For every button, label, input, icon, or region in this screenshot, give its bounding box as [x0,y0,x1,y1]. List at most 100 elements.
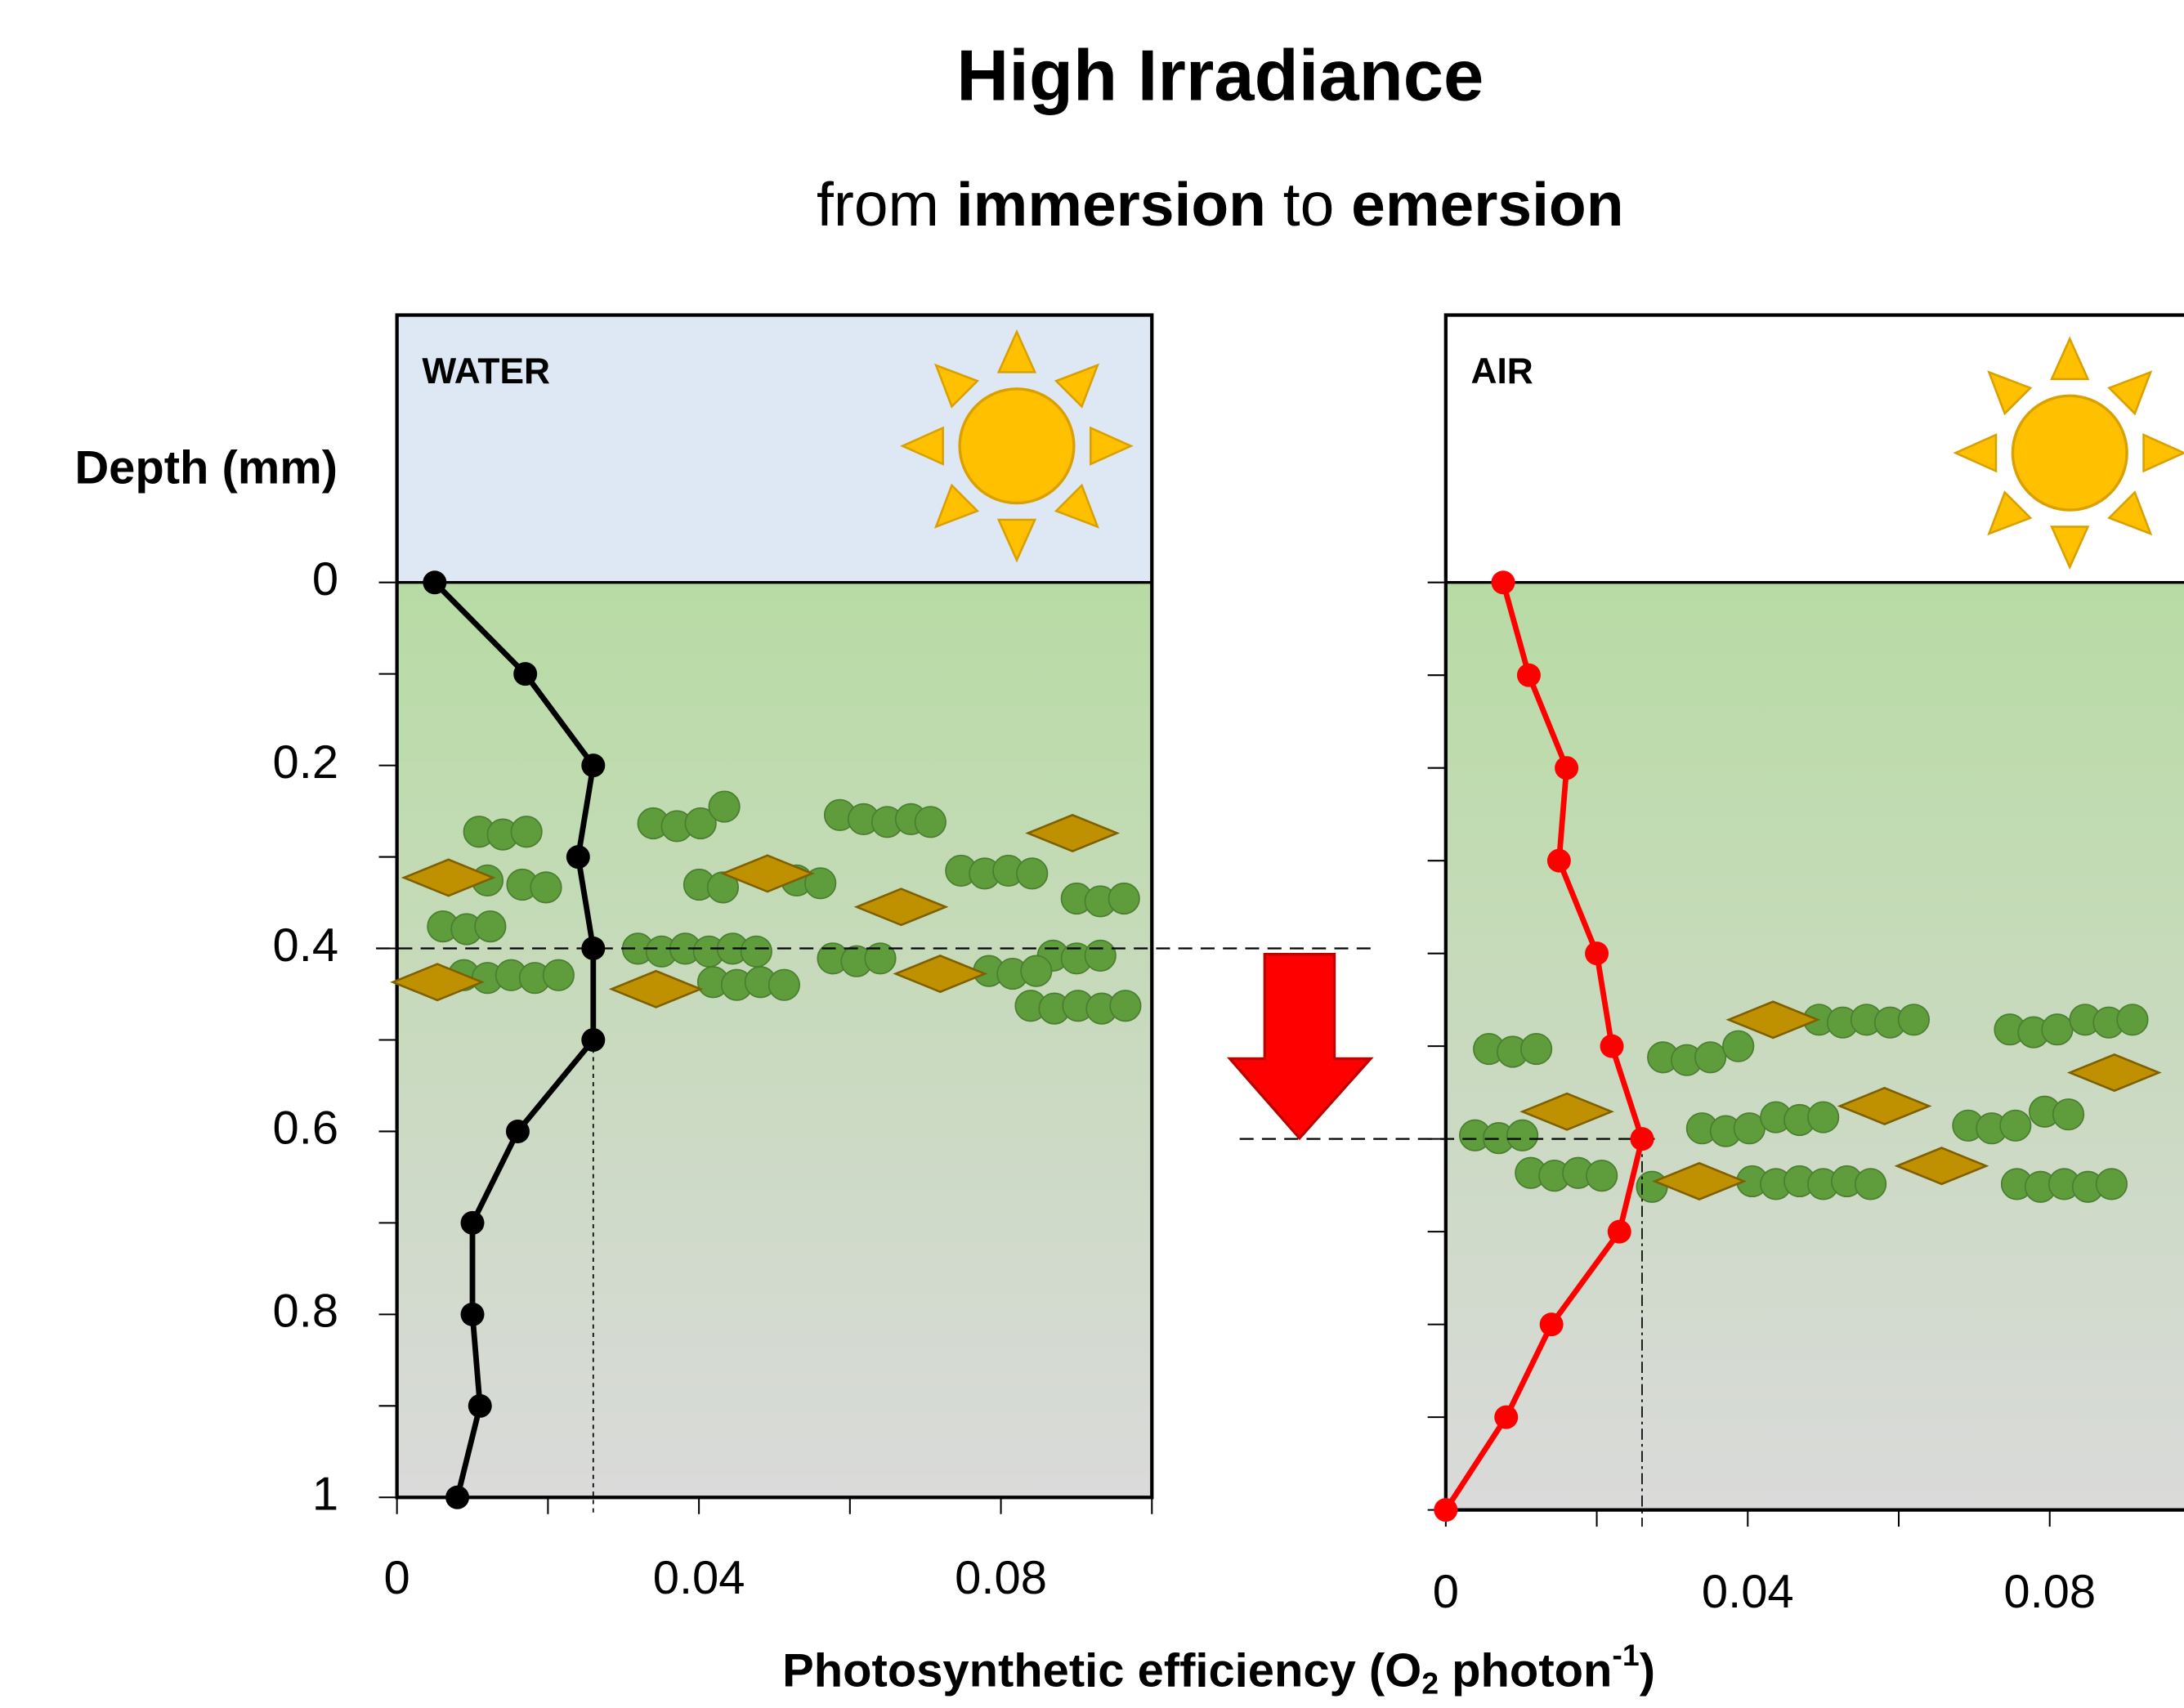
cell [708,790,741,823]
sediment [1445,582,2184,1510]
cell [542,959,575,991]
x-tick-label: 0.08 [2003,1566,2096,1618]
sun-disc [2011,394,2128,512]
cell [1897,1004,1931,1036]
y-tick-label: 0.4 [273,919,339,972]
cell [864,942,897,975]
diatom [893,955,988,994]
cell [1636,1170,1668,1203]
y-tick-label: 0.6 [273,1102,339,1155]
x-label-part: ) [1640,1645,1655,1697]
diatom [1837,1086,1932,1125]
profile-point [1546,848,1571,873]
cell [1084,939,1117,972]
sun-ray [1054,483,1099,529]
sun-ray [1987,370,2033,416]
sun-ray [1987,490,2033,536]
x-tick-label: 0.04 [1702,1566,1794,1618]
cell [1999,1109,2032,1142]
cell [1807,1101,1840,1133]
down-arrow [1226,952,1374,1141]
sun-ray [900,426,944,466]
sun-ray [933,483,980,529]
sun-ray [1953,433,1998,473]
cell [1694,1041,1727,1074]
profile-point [1434,1498,1458,1522]
cell [740,935,772,968]
cell [706,871,740,904]
profile-point [581,937,606,961]
x-tick-label: 0 [384,1552,410,1604]
diatom [608,969,704,1008]
cell [510,816,543,848]
cell [2095,1168,2128,1201]
title: High Irradiance [956,35,1484,116]
sun-ray [933,363,980,409]
subtitle-part: to [1266,170,1351,239]
cell [1109,990,1142,1022]
subtitle: from immersion to emersion [817,170,1623,239]
x-tick-label: 0.08 [955,1552,1047,1604]
panel-label: AIR [1471,351,1533,391]
sun-ray [1054,363,1099,409]
cell [914,806,947,838]
diatom [1519,1092,1615,1131]
sun-ray [2142,433,2184,473]
cell [530,871,562,904]
x-tick-label: 0.04 [653,1552,745,1604]
panel-label: WATER [422,351,550,391]
cell [1506,1119,1539,1151]
profile-point [513,662,538,686]
profile-point [460,1210,485,1235]
subtitle-part: from [817,170,956,239]
cell [1020,955,1053,987]
diatom [1025,813,1121,852]
profile-point [445,1485,470,1509]
cell [1108,882,1140,915]
profile-point [505,1119,530,1143]
profile-point [423,570,447,595]
x-axis-label: Photosynthetic efficiency (O2 photon-1) [782,1638,1655,1700]
profile-point [581,1028,606,1052]
sun-icon [1953,336,2184,570]
profile-point [1491,570,1515,595]
sun-icon [900,329,1134,563]
diatom [1725,1000,1821,1040]
cell [1722,1030,1755,1062]
cell [684,807,717,840]
x-label-part: 2 [1421,1666,1439,1700]
y-axis-label: Depth (mm) [74,442,338,494]
diatom [720,854,815,893]
y-tick-label: 0 [312,553,338,606]
panel: AIR 0 0.04 0.08 [1239,313,2184,1618]
sun-ray [2050,525,2090,570]
y-tick-label: 1 [312,1469,338,1521]
sediment [396,582,1152,1498]
cell [1854,1168,1887,1201]
diatom [401,858,496,897]
cell [2116,1004,2149,1036]
x-label-part: -1 [1612,1638,1639,1672]
sun-disc [958,387,1076,505]
diatom [1894,1147,1989,1186]
sun-ray [996,329,1037,373]
cell [1520,1032,1553,1066]
diatom [2066,1053,2162,1093]
cell [474,910,507,943]
profile-point [1494,1405,1519,1429]
profile-point [460,1302,485,1326]
profile-point [1539,1312,1564,1337]
profile-point [1607,1219,1631,1244]
sun-ray [2050,336,2090,381]
sun-ray [996,518,1037,563]
profile-point [1600,1034,1624,1058]
x-tick-label: 0 [1433,1566,1459,1618]
y-tick-label: 0.8 [273,1285,339,1338]
x-label-part: Photosynthetic efficiency (O [782,1645,1421,1697]
sun-ray [2107,370,2153,416]
x-label-part: photon [1439,1645,1612,1697]
